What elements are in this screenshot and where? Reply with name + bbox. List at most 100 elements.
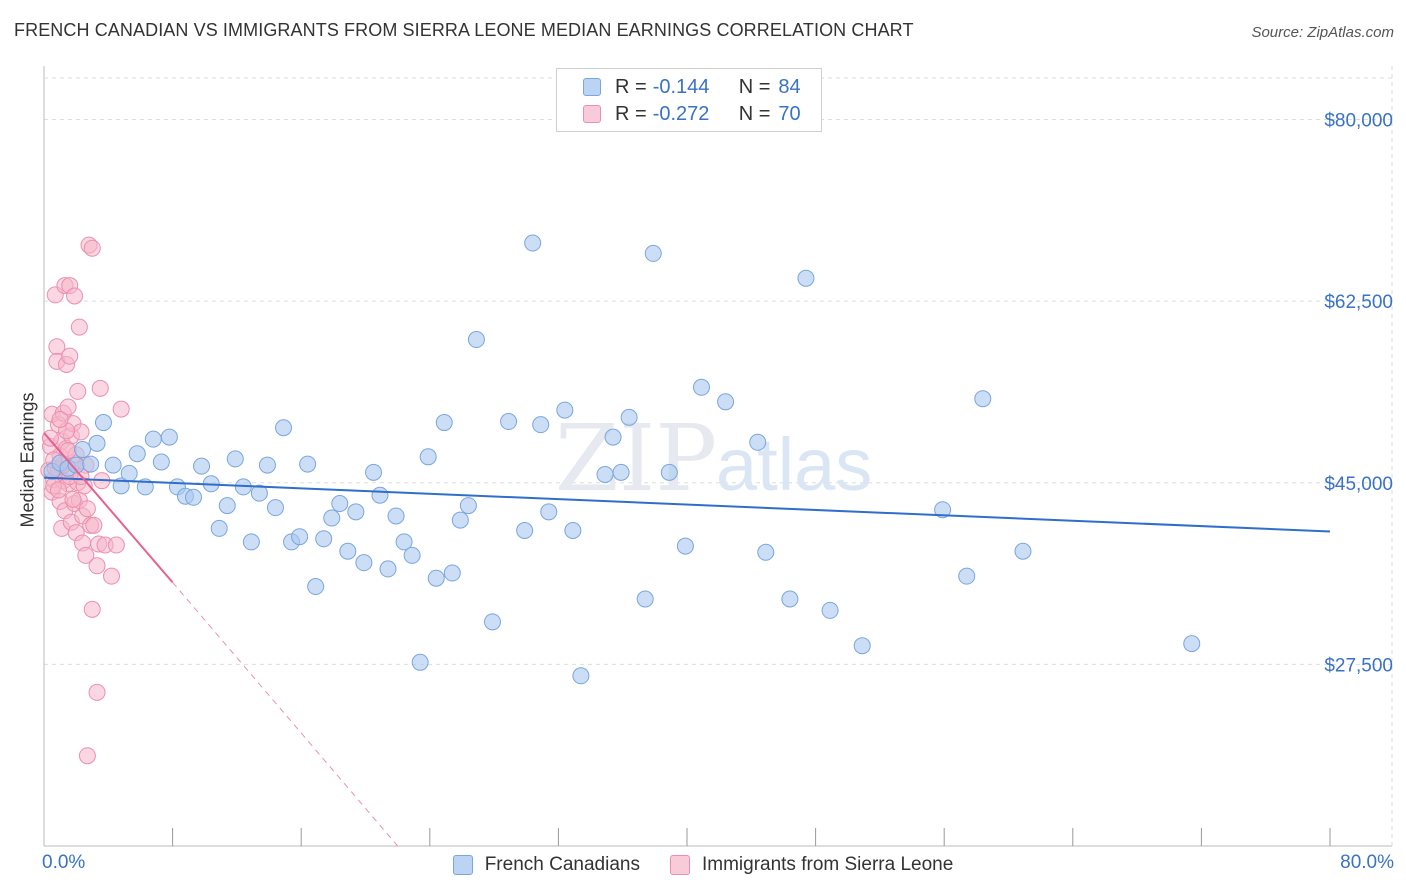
y-tick-labels: $27,500 $45,000 $62,500 $80,000 [1324, 111, 1393, 677]
french-canadian-point [339, 542, 357, 560]
french-canadian-point [258, 456, 276, 474]
sierra-leone-point [103, 567, 121, 585]
french-canadian-point [459, 497, 477, 515]
french-canadian-point [443, 564, 461, 582]
sierra-leone-point [64, 490, 82, 508]
french-canadian-point [676, 537, 694, 555]
french-canadian-point [612, 463, 630, 481]
french-canadian-point [275, 419, 293, 437]
french-canadian-point [572, 667, 590, 685]
french-canadian-point [620, 408, 638, 426]
sierra-leone-point [61, 347, 79, 365]
french-canadian-point [210, 519, 228, 537]
french-canadian-point [365, 463, 383, 481]
french-canadian-point [82, 455, 100, 473]
x-axis-min-label: 0.0% [42, 852, 86, 873]
n-label: N = [738, 102, 771, 125]
french-canadian-point [371, 486, 389, 504]
french-canadian-point [467, 331, 485, 349]
french-canadian-trend-line [43, 476, 1331, 533]
french-canadian-point [958, 567, 976, 585]
pink-swatch [669, 855, 690, 875]
french-canadian-point [717, 393, 735, 411]
n-value: 84 [778, 75, 801, 98]
sierra-leone-point [85, 516, 103, 534]
legend-row-sierra-leone: R = -0.272 N = 70 [583, 102, 801, 126]
series-legend: French Canadians Immigrants from Sierra … [0, 852, 1406, 878]
french-canadian-point [218, 497, 236, 515]
french-canadian-point [144, 430, 162, 448]
y-tick-label: $62,500 [1324, 292, 1393, 313]
sierra-leone-trend-extension [172, 582, 399, 847]
french-canadian-point [193, 457, 211, 475]
french-canadian-point [540, 503, 558, 521]
french-canadian-point [331, 495, 349, 513]
r-label: R = [615, 102, 647, 125]
y-axis-label: Median Earnings [17, 392, 38, 528]
sierra-leone-points [40, 236, 130, 765]
sierra-leone-point [88, 557, 106, 575]
correlation-legend: R = -0.144 N = 84 R = -0.272 N = 70 [556, 68, 822, 132]
french-canadian-point [596, 465, 614, 483]
french-canadian-point [315, 530, 333, 548]
watermark-zip: ZIP [555, 405, 717, 512]
watermark-atlas: atlas [716, 423, 872, 506]
french-canadian-point [184, 488, 202, 506]
french-canadian-point [355, 554, 373, 572]
sierra-leone-point [78, 747, 96, 765]
sierra-leone-point [51, 410, 69, 428]
legend-label: French Canadians [484, 854, 640, 875]
french-canadian-point [483, 613, 501, 631]
french-canadian-point [853, 637, 871, 655]
r-value: -0.144 [652, 75, 710, 98]
french-canadian-point [749, 433, 767, 451]
french-canadian-point [250, 484, 268, 502]
french-canadian-point [323, 509, 341, 527]
sierra-leone-point [59, 398, 77, 416]
french-canadian-point [427, 569, 445, 587]
french-canadian-point [435, 414, 453, 432]
french-canadian-point [242, 533, 260, 551]
french-canadian-point [307, 578, 325, 596]
sierra-leone-point [66, 287, 84, 305]
french-canadian-point [532, 416, 550, 434]
y-tick-label: $27,500 [1324, 655, 1393, 676]
french-canadian-point [556, 401, 574, 419]
y-tick-label: $80,000 [1324, 111, 1393, 132]
french-canadian-point [88, 434, 106, 452]
french-canadian-point [757, 543, 775, 561]
legend-row-french-canadians: R = -0.144 N = 84 [583, 75, 801, 99]
legend-item-sierra-leone[interactable]: Immigrants from Sierra Leone [669, 854, 954, 876]
sierra-leone-point [112, 400, 130, 418]
french-canadian-point [564, 521, 582, 539]
blue-swatch [452, 855, 473, 875]
french-canadian-point [128, 445, 146, 463]
french-canadian-point [226, 450, 244, 468]
sierra-leone-point [72, 423, 90, 441]
french-canadian-point [781, 590, 799, 608]
x-axis-max-label: 80.0% [1340, 852, 1394, 873]
french-canadian-point [644, 244, 662, 262]
r-label: R = [615, 75, 647, 98]
pink-swatch [583, 105, 601, 123]
legend-label: Immigrants from Sierra Leone [701, 854, 954, 875]
chart-title: FRENCH CANADIAN VS IMMIGRANTS FROM SIERR… [14, 20, 914, 40]
french-canadian-point [934, 501, 952, 519]
french-canadian-point [266, 499, 284, 517]
french-canadian-point [120, 464, 138, 482]
grid-layer [44, 119, 1392, 665]
french-canadian-point [419, 448, 437, 466]
legend-item-french-canadians[interactable]: French Canadians [452, 854, 640, 876]
french-canadian-point [1014, 542, 1032, 560]
r-value: -0.272 [652, 102, 710, 125]
y-tick-label: $45,000 [1324, 474, 1393, 495]
french-canadian-point [74, 441, 92, 459]
french-canadian-point [974, 390, 992, 408]
french-canadian-point [403, 546, 421, 564]
french-canadian-point [797, 269, 815, 287]
french-canadian-point [379, 560, 397, 578]
sierra-leone-point [83, 239, 101, 257]
french-canadian-point [692, 378, 710, 396]
sierra-leone-point [41, 429, 59, 447]
